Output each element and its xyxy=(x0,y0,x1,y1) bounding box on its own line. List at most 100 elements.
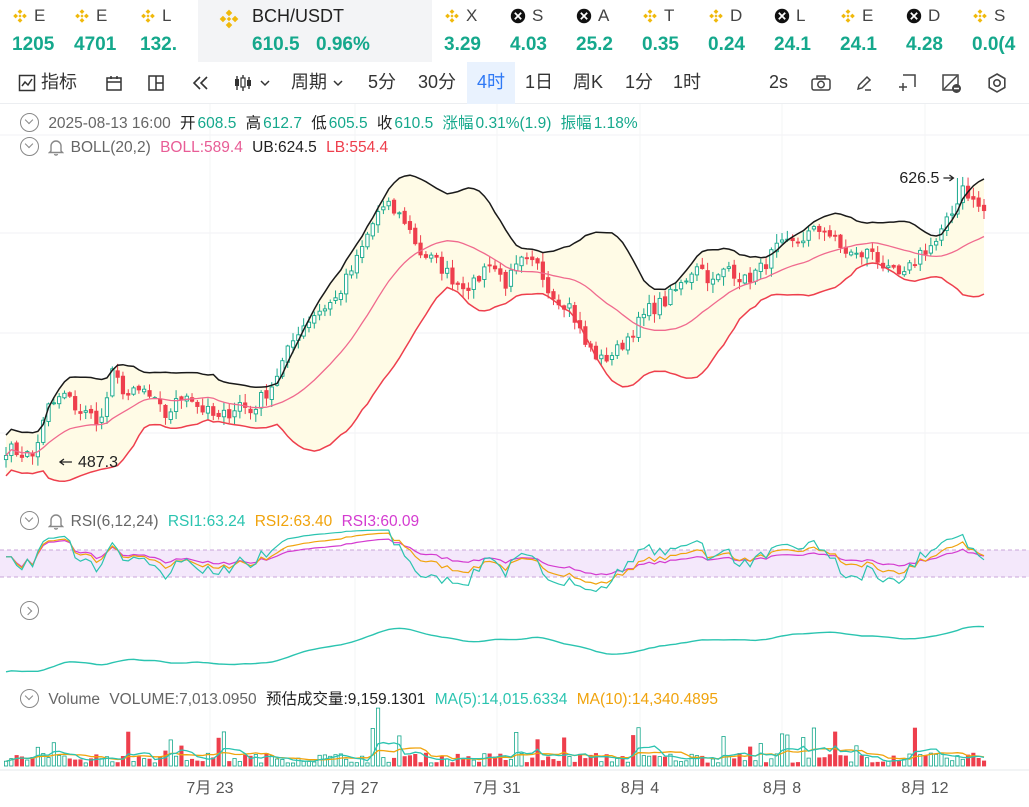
volume-bar xyxy=(338,753,343,767)
add-window-icon xyxy=(899,74,916,92)
draw-button[interactable] xyxy=(854,62,874,104)
candle xyxy=(546,271,551,299)
high-label: 高 xyxy=(245,115,262,132)
max-price-label: 626.5 xyxy=(899,170,939,187)
volume-bar xyxy=(673,760,678,767)
volume-bar xyxy=(184,760,189,767)
volume-bar xyxy=(854,745,859,767)
collapse-chevron-icon[interactable] xyxy=(20,689,39,708)
bell-icon[interactable] xyxy=(48,138,65,156)
volume-bar xyxy=(450,762,455,767)
volume-bar xyxy=(976,758,981,767)
settings-button[interactable] xyxy=(986,62,1008,104)
interval-tab[interactable]: 周K xyxy=(573,72,604,92)
volume-bar xyxy=(817,757,822,767)
candle xyxy=(530,250,535,267)
candle xyxy=(758,258,763,279)
candle xyxy=(604,347,609,363)
x-coin-icon xyxy=(576,8,592,24)
ticker-symbol: A xyxy=(598,6,610,25)
ticker-item[interactable]: L 132. xyxy=(128,0,198,62)
volume-bar xyxy=(652,755,657,767)
collapse-chevron-icon[interactable] xyxy=(20,113,39,132)
candle xyxy=(445,260,450,279)
candle xyxy=(625,332,630,355)
ticker-item-active[interactable]: BCH/USDT 610.5 0.96% xyxy=(198,0,432,62)
volume-bar xyxy=(328,755,333,767)
volume-bar xyxy=(243,754,248,767)
interval-tab[interactable]: 30分 xyxy=(418,72,457,92)
candle xyxy=(142,385,147,395)
ticker-item[interactable]: A 25.2 xyxy=(564,0,630,62)
collapse-chevron-icon[interactable] xyxy=(20,511,39,530)
interval-tab[interactable]: 5分 xyxy=(368,72,397,92)
candle xyxy=(519,255,524,273)
volume-estimate: 预估成交量:9,159.1301 xyxy=(265,691,426,708)
ticker-symbol: E xyxy=(34,6,46,25)
period-dropdown[interactable]: 周期 xyxy=(291,62,344,104)
candle xyxy=(572,301,577,330)
volume-bar xyxy=(928,752,933,767)
chart-toolbar: 指标 周期 5分 30分 4时 1日 周K 1分 1时 2s xyxy=(0,62,1029,104)
volume-bar xyxy=(131,761,136,767)
bell-icon[interactable] xyxy=(48,512,65,530)
ticker-item[interactable]: S 0.0(4 xyxy=(960,0,1020,62)
volume-bar xyxy=(25,759,30,767)
interval-tab[interactable]: 4时 xyxy=(467,62,515,104)
interval-tab[interactable]: 1时 xyxy=(673,72,702,92)
ticker-item[interactable]: L 24.1 xyxy=(762,0,828,62)
ticker-item[interactable]: E 24.1 xyxy=(828,0,894,62)
candle xyxy=(211,402,216,421)
boll-legend: BOLL(20,2) BOLL:589.4 UB:624.5 LB:554.4 xyxy=(20,137,393,157)
volume-bar xyxy=(9,758,14,767)
ticker-item[interactable]: E 1205 xyxy=(0,0,62,62)
indicators-button[interactable]: 指标 xyxy=(18,62,77,104)
candle xyxy=(896,264,902,276)
candle xyxy=(269,382,274,408)
candle xyxy=(726,261,731,272)
candle xyxy=(429,252,434,263)
volume-bar xyxy=(647,755,652,767)
refresh-rate[interactable]: 2s xyxy=(769,72,789,92)
volume-bar xyxy=(881,761,886,767)
ticker-item[interactable]: T 0.35 xyxy=(630,0,696,62)
rewind-icon xyxy=(192,76,208,90)
ticker-item[interactable]: X 3.29 xyxy=(432,0,498,62)
chart-type-dropdown[interactable] xyxy=(232,62,271,104)
volume-bar xyxy=(896,760,901,767)
collapse-chevron-icon[interactable] xyxy=(20,137,39,156)
drawing-tools-button[interactable] xyxy=(104,62,124,104)
ticker-item[interactable]: D 4.28 xyxy=(894,0,960,62)
candle xyxy=(662,290,668,308)
ticker-item[interactable]: D 0.24 xyxy=(696,0,762,62)
ticker-strip: E 1205 E 4701 L 132. BCH/USDT 610.5 0.96% X 3.29 S 4… xyxy=(0,0,1029,62)
rsi-name: RSI(6,12,24) xyxy=(70,513,159,530)
ticker-item[interactable]: E 4701 xyxy=(62,0,128,62)
interval-tab[interactable]: 1分 xyxy=(625,72,654,92)
candle xyxy=(960,176,965,210)
amplitude-value: 1.18% xyxy=(593,115,638,132)
ohlc-date: 2025-08-13 16:00 xyxy=(48,115,171,132)
volume-bar xyxy=(264,753,269,767)
candle xyxy=(833,230,838,242)
volume-bar xyxy=(110,761,115,767)
add-indicator-button[interactable] xyxy=(896,62,918,104)
volume-bar xyxy=(971,752,976,767)
layout-button[interactable] xyxy=(146,62,166,104)
screenshot-button[interactable] xyxy=(810,62,832,104)
expand-chevron-icon[interactable] xyxy=(20,601,39,620)
volume-bar xyxy=(838,755,843,767)
rewind-button[interactable] xyxy=(190,62,212,104)
volume-bar xyxy=(939,752,944,767)
ticker-item[interactable]: S 4.03 xyxy=(498,0,564,62)
volume-bar xyxy=(827,754,832,767)
rsi2-value: RSI2:63.40 xyxy=(254,513,333,530)
volume-bar xyxy=(556,760,561,767)
volume-bar xyxy=(317,754,322,767)
candle xyxy=(487,256,492,273)
candle xyxy=(110,366,115,398)
interval-tab[interactable]: 1日 xyxy=(525,72,554,92)
volume-bar xyxy=(806,757,811,767)
hide-drawings-button[interactable] xyxy=(940,62,962,104)
